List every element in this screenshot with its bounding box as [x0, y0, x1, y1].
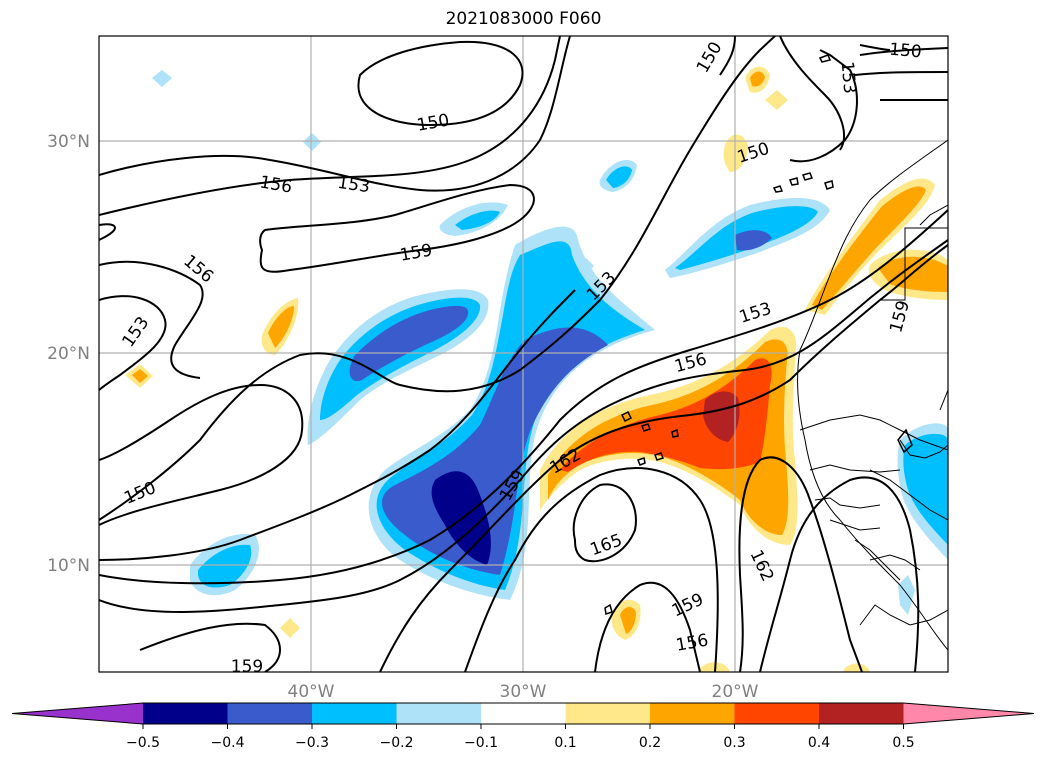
colorbar-swatch: [734, 703, 820, 724]
colorbar-tick-label: 0.2: [639, 735, 661, 751]
map-title: 2021083000 F060: [445, 9, 602, 29]
colorbar-tick-label: 0.1: [554, 735, 576, 751]
contour-label-150: 150: [888, 40, 922, 63]
colorbar-tick-label: 0.5: [892, 735, 914, 751]
lat-label-10n: 10°N: [47, 556, 90, 576]
contour-label-153: 153: [336, 173, 371, 197]
colorbar-swatch: [565, 703, 651, 724]
colorbar-swatch: [650, 703, 735, 724]
colorbar-extend-high: [903, 703, 1034, 724]
colorbar-swatch: [481, 703, 566, 724]
colorbar-tick-label: −0.1: [464, 735, 498, 751]
colorbar-swatch: [143, 703, 228, 724]
islands: [604, 54, 913, 615]
lat-label-20n: 20°N: [47, 344, 90, 364]
colorbar-tick-label: −0.3: [295, 735, 329, 751]
lon-label-40w: 40°W: [288, 682, 335, 702]
lat-label-30n: 30°N: [47, 132, 90, 152]
contour-labels: 150 150 150 150 153 153 153 153 153 156 …: [118, 38, 922, 677]
lon-label-20w: 20°W: [712, 682, 759, 702]
colorbar-swatch: [396, 703, 482, 724]
colorbar-swatch: [312, 703, 397, 724]
lon-label-30w: 30°W: [500, 682, 547, 702]
negative-anomaly-shading: [152, 70, 948, 615]
colorbar-tick-label: 0.4: [808, 735, 830, 751]
map-content: 150 150 150 150 153 153 153 153 153 156 …: [99, 36, 948, 677]
longitude-labels: 40°W 30°W 20°W: [288, 682, 759, 702]
colorbar-tick-label: −0.5: [126, 735, 160, 751]
colorbar-tick-label: −0.4: [211, 735, 245, 751]
map-frame: [98, 35, 949, 673]
colorbar-extend-low: [12, 703, 143, 724]
colorbar: −0.5 −0.4 −0.3 −0.2 −0.1 0.1 0.2 0.3 0.4 0.5: [11, 702, 1035, 751]
latitude-labels: 30°N 20°N 10°N: [47, 132, 90, 576]
contour-label-159: 159: [231, 657, 263, 677]
height-contours: [99, 36, 948, 672]
colorbar-tick-label: 0.3: [723, 735, 745, 751]
contour-label-153: 153: [837, 61, 860, 95]
colorbar-swatch: [819, 703, 904, 724]
colorbar-swatch: [227, 703, 313, 724]
colorbar-tick-label: −0.2: [380, 735, 414, 751]
